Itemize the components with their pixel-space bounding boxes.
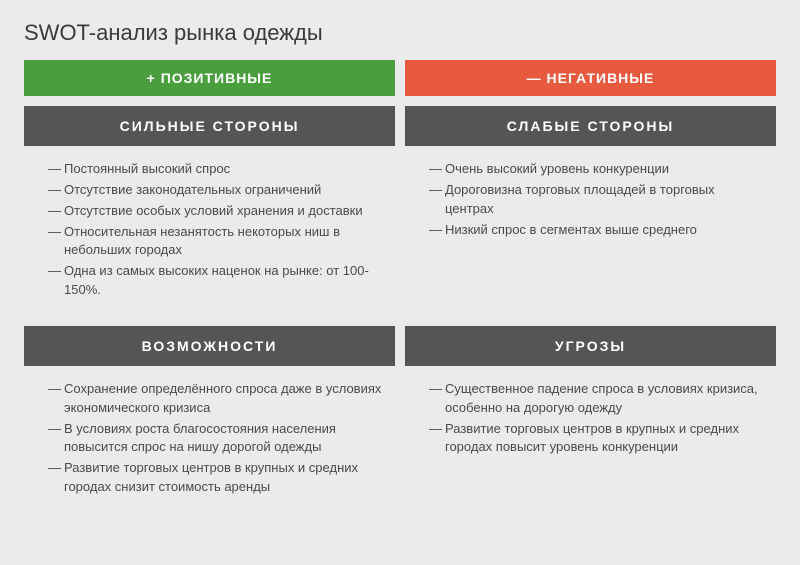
weaknesses-header: СЛАБЫЕ СТОРОНЫ (405, 106, 776, 146)
strengths-column: СИЛЬНЫЕ СТОРОНЫ Постоянный высокий спрос… (24, 106, 395, 316)
positive-header: + ПОЗИТИВНЫЕ (24, 60, 395, 96)
strengths-body: Постоянный высокий спрос Отсутствие зако… (24, 146, 395, 316)
list-item: Очень высокий уровень конкуренции (429, 160, 764, 179)
list-item: Развитие торговых центров в крупных и ср… (429, 420, 764, 458)
threats-body: Существенное падение спроса в условиях к… (405, 366, 776, 513)
list-item: В условиях роста благосостояния населени… (48, 420, 383, 458)
strengths-header: СИЛЬНЫЕ СТОРОНЫ (24, 106, 395, 146)
threats-column: УГРОЗЫ Существенное падение спроса в усл… (405, 326, 776, 513)
list-item: Отсутствие особых условий хранения и дос… (48, 202, 383, 221)
negative-header: — НЕГАТИВНЫЕ (405, 60, 776, 96)
list-item: Относительная незанятость некоторых ниш … (48, 223, 383, 261)
opportunities-column: ВОЗМОЖНОСТИ Сохранение определённого спр… (24, 326, 395, 513)
list-item: Развитие торговых центров в крупных и ср… (48, 459, 383, 497)
swot-row-1: СИЛЬНЫЕ СТОРОНЫ Постоянный высокий спрос… (24, 106, 776, 316)
weaknesses-column: СЛАБЫЕ СТОРОНЫ Очень высокий уровень кон… (405, 106, 776, 316)
opportunities-body: Сохранение определённого спроса даже в у… (24, 366, 395, 513)
opportunities-header: ВОЗМОЖНОСТИ (24, 326, 395, 366)
threats-header: УГРОЗЫ (405, 326, 776, 366)
list-item: Сохранение определённого спроса даже в у… (48, 380, 383, 418)
list-item: Низкий спрос в сегментах выше среднего (429, 221, 764, 240)
list-item: Дороговизна торговых площадей в торговых… (429, 181, 764, 219)
list-item: Одна из самых высоких наценок на рынке: … (48, 262, 383, 300)
top-category-row: + ПОЗИТИВНЫЕ — НЕГАТИВНЫЕ (24, 60, 776, 96)
list-item: Существенное падение спроса в условиях к… (429, 380, 764, 418)
swot-row-2: ВОЗМОЖНОСТИ Сохранение определённого спр… (24, 326, 776, 513)
page-title: SWOT-анализ рынка одежды (24, 20, 776, 46)
list-item: Отсутствие законодательных ограничений (48, 181, 383, 200)
weaknesses-body: Очень высокий уровень конкуренции Дорого… (405, 146, 776, 316)
list-item: Постоянный высокий спрос (48, 160, 383, 179)
